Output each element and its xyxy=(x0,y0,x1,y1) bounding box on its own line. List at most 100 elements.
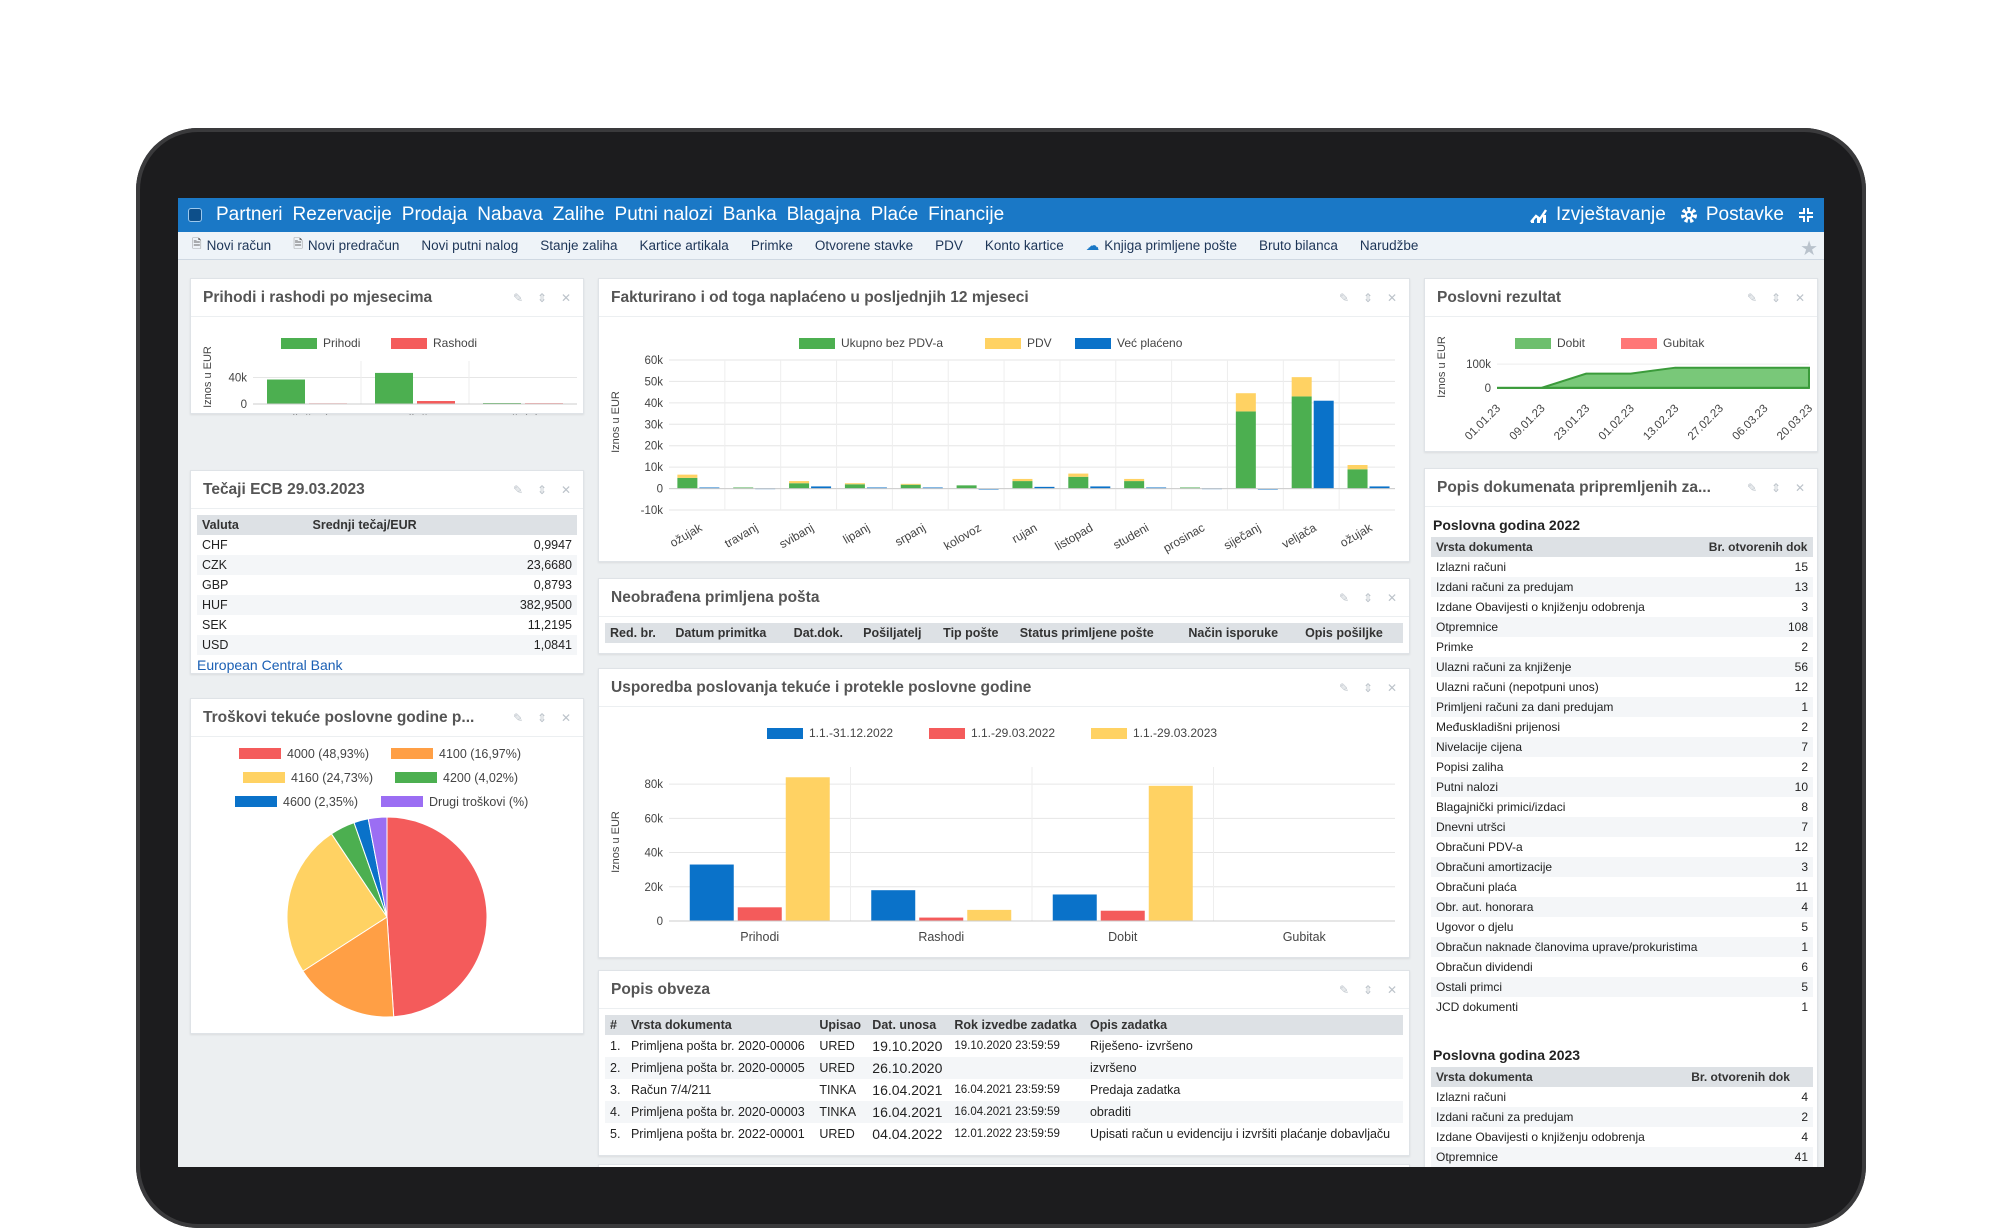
edit-icon[interactable]: ✎ xyxy=(1339,982,1350,997)
nav-item[interactable]: Banka xyxy=(722,204,777,225)
close-icon[interactable]: ✕ xyxy=(1387,982,1398,997)
list-item[interactable]: Popisi zaliha 2 xyxy=(1431,757,1813,777)
nav-item[interactable]: Zalihe xyxy=(552,204,605,225)
nav-item[interactable]: Prodaja xyxy=(401,204,468,225)
edit-icon[interactable]: ✎ xyxy=(1339,680,1350,695)
app-logo-icon[interactable] xyxy=(188,208,202,222)
table-row[interactable]: 4. Primljena pošta br. 2020-00003 TINKA 16.… xyxy=(605,1101,1403,1123)
quick-link[interactable]: Primke xyxy=(751,238,793,253)
list-item[interactable]: Obračuni amortizacije 3 xyxy=(1431,857,1813,877)
doc-type-link[interactable]: Međuskladišni prijenosi xyxy=(1436,720,1561,734)
list-item[interactable]: Blagajnički primici/izdaci 8 xyxy=(1431,797,1813,817)
table-row[interactable]: 2. Primljena pošta br. 2020-00005 URED 26.1… xyxy=(605,1057,1403,1079)
list-item[interactable]: Izdane Obavijesti o knjiženju odobrenja 3 xyxy=(1431,597,1813,617)
quick-link[interactable]: ☁ Knjiga primljene pošte xyxy=(1086,238,1237,254)
table-row[interactable]: 3. Račun 7/4/211 TINKA 16.04.2021 16.04.2021… xyxy=(605,1079,1403,1101)
doc-type-link[interactable]: Obr. aut. honorara xyxy=(1431,897,1704,917)
table-row[interactable]: 1. Primljena pošta br. 2020-00006 URED 19.1… xyxy=(605,1035,1403,1057)
edit-icon[interactable]: ✎ xyxy=(1747,480,1758,495)
close-icon[interactable]: ✕ xyxy=(1795,290,1806,305)
move-icon[interactable]: ⇕ xyxy=(537,710,548,725)
table-cell[interactable]: Primljena pošta br. 2020-00005 xyxy=(625,1057,815,1079)
quick-link[interactable]: PDV xyxy=(935,238,963,253)
move-icon[interactable]: ⇕ xyxy=(1771,290,1782,305)
doc-type-link[interactable]: Izdane Obavijesti o knjiženju odobrenja xyxy=(1436,1130,1645,1144)
gear-icon[interactable] xyxy=(1680,206,1698,224)
edit-icon[interactable]: ✎ xyxy=(513,290,524,305)
quick-link[interactable]: 🗎 Novi predračun xyxy=(293,235,399,256)
star-icon[interactable]: ★ xyxy=(1800,238,1818,260)
edit-icon[interactable]: ✎ xyxy=(513,482,524,497)
nav-item[interactable]: Financije xyxy=(928,204,1005,225)
doc-type-link[interactable]: Ulazni računi (nepotpuni unos) xyxy=(1436,680,1599,694)
table-row[interactable]: 5. Primljena pošta br. 2022-00001 URED 04.0… xyxy=(605,1123,1403,1145)
list-item[interactable]: Ulazni računi za knjiženje 56 xyxy=(1431,657,1813,677)
table-cell[interactable]: Primljena pošta br. 2020-00003 xyxy=(625,1101,815,1123)
list-item[interactable]: Primljeni računi za dani predujam 1 xyxy=(1431,697,1813,717)
move-icon[interactable]: ⇕ xyxy=(1363,590,1374,605)
doc-type-link[interactable]: Popisi zaliha xyxy=(1436,760,1504,774)
nav-item[interactable]: Blagajna xyxy=(786,204,861,225)
list-item[interactable]: Izlazni računi 4 xyxy=(1431,1087,1813,1107)
close-icon[interactable]: ✕ xyxy=(1795,480,1806,495)
doc-type-link[interactable]: Obračuni amortizacije xyxy=(1431,857,1704,877)
list-item[interactable]: Ulazni računi (nepotpuni unos) 12 xyxy=(1431,677,1813,697)
ecb-source-link[interactable]: European Central Bank xyxy=(197,657,343,673)
table-cell[interactable]: Primljena pošta br. 2020-00006 xyxy=(630,1039,805,1053)
reports-menu[interactable]: Izvještavanje xyxy=(1556,204,1666,225)
doc-type-link[interactable]: Ostali primci xyxy=(1431,977,1704,997)
table-cell[interactable]: Primljena pošta br. 2022-00001 xyxy=(630,1127,805,1141)
doc-type-link[interactable]: Primke xyxy=(1436,640,1474,654)
close-icon[interactable]: ✕ xyxy=(1387,680,1398,695)
collapse-icon[interactable] xyxy=(1798,207,1814,223)
edit-icon[interactable]: ✎ xyxy=(1339,590,1350,605)
move-icon[interactable]: ⇕ xyxy=(1363,680,1374,695)
edit-icon[interactable]: ✎ xyxy=(1747,290,1758,305)
doc-type-link[interactable]: Primljeni računi za dani predujam xyxy=(1431,697,1704,717)
list-item[interactable]: Dnevni utršci 7 xyxy=(1431,817,1813,837)
list-item[interactable]: Izdane Obavijesti o knjiženju odobrenja 4 xyxy=(1431,1127,1813,1147)
edit-icon[interactable]: ✎ xyxy=(513,710,524,725)
close-icon[interactable]: ✕ xyxy=(561,482,572,497)
move-icon[interactable]: ⇕ xyxy=(537,290,548,305)
list-item[interactable]: Izlazni računi 15 xyxy=(1431,557,1813,577)
doc-type-link[interactable]: Dnevni utršci xyxy=(1431,817,1704,837)
list-item[interactable]: Izdani računi za predujam 13 xyxy=(1431,577,1813,597)
quick-link[interactable]: Narudžbe xyxy=(1360,238,1419,253)
move-icon[interactable]: ⇕ xyxy=(1363,290,1374,305)
doc-type-link[interactable]: Ugovor o djelu xyxy=(1436,920,1514,934)
nav-item[interactable]: Putni nalozi xyxy=(614,204,713,225)
doc-type-link[interactable]: Izdani računi za predujam xyxy=(1431,1107,1687,1127)
list-item[interactable]: Ostali primci 5 xyxy=(1431,977,1813,997)
list-item[interactable]: JCD dokumenti 1 xyxy=(1431,997,1813,1017)
doc-type-link[interactable]: Nivelacije cijena xyxy=(1431,737,1704,757)
quick-link[interactable]: Kartice artikala xyxy=(640,238,729,253)
doc-type-link[interactable]: JCD dokumenti xyxy=(1436,1000,1519,1014)
list-item[interactable]: Obr. aut. honorara 4 xyxy=(1431,897,1813,917)
list-item[interactable]: Izdani računi za predujam 2 xyxy=(1431,1107,1813,1127)
list-item[interactable]: Otpremnice 41 xyxy=(1431,1147,1813,1167)
list-item[interactable]: Putni nalozi 10 xyxy=(1431,777,1813,797)
quick-link[interactable]: Otvorene stavke xyxy=(815,238,913,253)
close-icon[interactable]: ✕ xyxy=(561,290,572,305)
doc-type-link[interactable]: Obračuni PDV-a xyxy=(1436,840,1523,854)
doc-type-link[interactable]: Obračuni plaća xyxy=(1436,880,1517,894)
quick-link[interactable]: Stanje zaliha xyxy=(540,238,617,253)
list-item[interactable]: Ugovor o djelu 5 xyxy=(1431,917,1813,937)
doc-type-link[interactable]: Ulazni računi za knjiženje xyxy=(1431,657,1704,677)
table-cell[interactable]: Račun 7/4/211 xyxy=(630,1083,712,1097)
quick-link[interactable]: Novi putni nalog xyxy=(421,238,518,253)
doc-type-link[interactable]: Otpremnice xyxy=(1431,617,1704,637)
list-item[interactable]: Otpremnice 108 xyxy=(1431,617,1813,637)
quick-link[interactable]: 🗎 Novi račun xyxy=(192,235,271,256)
list-item[interactable]: Primke 2 xyxy=(1431,637,1813,657)
list-item[interactable]: Međuskladišni prijenosi 2 xyxy=(1431,717,1813,737)
settings-menu[interactable]: Postavke xyxy=(1705,204,1784,225)
doc-type-link[interactable]: Izlazni računi xyxy=(1436,1090,1507,1104)
close-icon[interactable]: ✕ xyxy=(561,710,572,725)
doc-type-link[interactable]: Izdane Obavijesti o knjiženju odobrenja xyxy=(1436,600,1645,614)
list-item[interactable]: Obračuni plaća 11 xyxy=(1431,877,1813,897)
chart-icon[interactable] xyxy=(1530,207,1548,223)
doc-type-link[interactable]: Obračun dividendi xyxy=(1436,960,1533,974)
doc-type-link[interactable]: Putni nalozi xyxy=(1431,777,1704,797)
